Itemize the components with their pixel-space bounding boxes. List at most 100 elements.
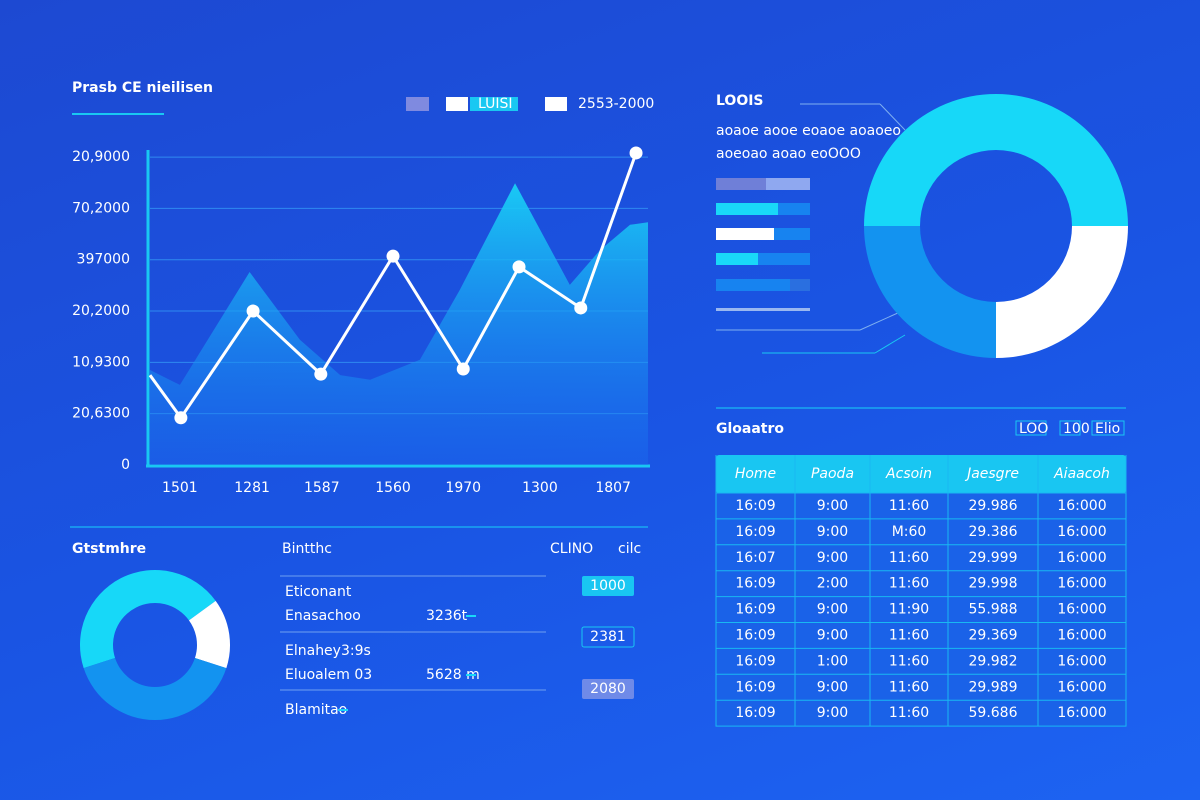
x-tick-label: 1970 [445,480,481,496]
bar-segment [758,253,810,265]
x-tick-label: 1501 [162,480,198,496]
x-tick-label: 1281 [234,480,270,496]
table-cell: 29.999 [969,550,1018,566]
legend-label: LUISI [478,96,513,112]
table-cell: 16:000 [1057,705,1106,721]
legend-label: 2553-2000 [578,96,654,112]
table-header [716,455,1126,493]
button[interactable] [582,679,634,699]
x-tick-label: 1300 [522,480,558,496]
button[interactable] [582,576,634,596]
table-cell: 16:000 [1057,627,1106,643]
table-cell: 9:00 [817,524,848,540]
bar-segment [790,279,810,291]
button-label[interactable]: 2381 [590,629,626,645]
table-cell: 11:60 [889,550,929,566]
y-tick-label: 20,9000 [72,149,130,165]
table-cell: 29.982 [969,653,1018,669]
donut-slice [996,226,1128,358]
y-tick-label: 20,6300 [72,406,130,422]
table-cell: 16:000 [1057,498,1106,514]
table-cell: 16:09 [735,602,775,618]
table-cell: 16:09 [735,576,775,592]
table-cell: 29.986 [969,498,1018,514]
table-body [715,492,1127,727]
table-cell: 2:00 [817,576,848,592]
point [174,411,188,425]
table-title: Gloaatro [716,421,784,437]
point [629,146,643,160]
item-label: Eluoalem 03 [285,667,372,683]
button-label[interactable]: 2080 [590,681,626,697]
legend-swatch [446,97,468,111]
bar-segment [766,178,810,190]
panel-title: LOOIS [716,93,764,109]
summary-legend: cilc [618,541,641,557]
leader-line [879,103,906,131]
y-tick-label: 397000 [77,252,130,268]
bar-segment [716,308,810,311]
table-cell: 9:00 [817,498,848,514]
area [150,183,648,466]
table-cell: 11:90 [889,602,929,618]
donut-slice [864,94,1128,226]
item-caption: Blamitao [285,702,347,718]
table-cell: 11:60 [889,705,929,721]
table-cell: 29.998 [969,576,1018,592]
tab [1091,420,1125,436]
table-cell: 16:000 [1057,679,1106,695]
table-cell: 9:00 [817,679,848,695]
y-tick-label: 70,2000 [72,200,130,216]
column-header: Aiaacoh [1053,466,1110,482]
item-label: Enasachoo [285,608,361,624]
donut-slice [79,570,216,669]
point [386,249,400,263]
table-cell: 29.386 [969,524,1018,540]
table-cell: 16:000 [1057,602,1106,618]
table-cell: 9:00 [817,550,848,566]
y-tick-label: 0 [121,457,130,473]
table-cell: 16:000 [1057,576,1106,592]
legend-swatch [545,97,567,111]
table-cell: 11:60 [889,679,929,695]
x-tick-label: 1560 [375,480,411,496]
column-header: Home [735,466,776,482]
tab [1015,420,1047,436]
table-cell: 11:60 [889,653,929,669]
column-header: Paoda [811,466,854,482]
donut-slice [188,600,231,669]
table-cell: 16:09 [735,653,775,669]
summary-subtitle: Bintthc [282,541,332,557]
x-tick-label: 1807 [595,480,631,496]
legend-swatch [470,97,518,111]
page-title: Prasb CE nieilisen [72,80,213,96]
table-cell: 16:09 [735,705,775,721]
x-tick-label: 1587 [304,480,340,496]
item-caption: Elnahey3:9s [285,643,371,659]
leader-line [874,334,906,354]
column-header: Jaesgre [964,466,1019,482]
button-label[interactable]: 1000 [590,578,626,594]
table-cell: 16:000 [1057,524,1106,540]
table-cell: 9:00 [817,602,848,618]
bar-segment [774,228,810,240]
button[interactable] [581,626,635,648]
table-cell: 55.988 [969,602,1018,618]
item-value: 5628 m [426,667,480,683]
table-cell: 16:09 [735,498,775,514]
bar-segment [716,203,778,215]
bar-segment [778,203,810,215]
bar-segment [716,253,758,265]
column-header: Acsoin [885,466,932,482]
table-cell: 16:000 [1057,653,1106,669]
donut-slice [864,226,996,358]
item-value: 3236t [426,608,468,624]
table-cell: 29.369 [969,627,1018,643]
y-tick-label: 20,2000 [72,303,130,319]
leader-line [859,311,901,331]
tab [1059,420,1081,436]
table-cell: M:60 [892,524,927,540]
table-cell: 11:60 [889,576,929,592]
y-tick-label: 10,9300 [72,354,130,370]
point [246,304,260,318]
